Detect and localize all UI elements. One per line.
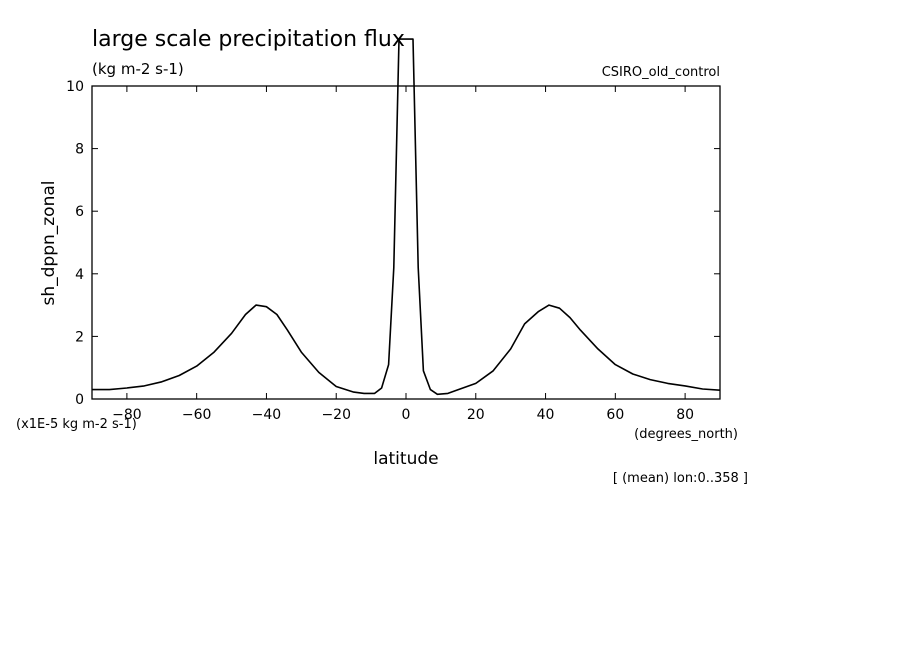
- series-line: [92, 38, 720, 396]
- y-tick-label: 0: [75, 392, 84, 408]
- dataset-label: CSIRO_old_control: [602, 65, 720, 80]
- y-units-label: (x1E-5 kg m-2 s-1): [16, 417, 137, 432]
- x-units-label: (degrees_north): [634, 427, 738, 442]
- x-tick-label: 80: [676, 407, 694, 423]
- x-axis-label: latitude: [373, 449, 438, 469]
- y-tick-label: 10: [66, 79, 84, 95]
- x-tick-label: −20: [321, 407, 351, 423]
- x-tick-label: 60: [606, 407, 624, 423]
- y-axis-label: sh_dppn_zonal: [39, 180, 59, 305]
- y-tick-label: 2: [75, 329, 84, 345]
- chart-subtitle: (kg m-2 s-1): [92, 60, 184, 78]
- x-tick-label: −80: [112, 407, 142, 423]
- y-tick-label: 8: [75, 142, 84, 158]
- footnote: [ (mean) lon:0..358 ]: [613, 471, 748, 486]
- x-tick-label: 20: [467, 407, 485, 423]
- y-tick-label: 4: [75, 267, 84, 283]
- x-tick-label: 0: [402, 407, 411, 423]
- x-tick-label: −60: [182, 407, 212, 423]
- y-axis: 0 2 4 6 8 10: [66, 79, 720, 408]
- y-tick-label: 6: [75, 204, 84, 220]
- plot-frame: [91, 85, 721, 400]
- chart-title: large scale precipitation flux: [92, 27, 405, 52]
- x-tick-label: 40: [537, 407, 555, 423]
- x-tick-label: −40: [252, 407, 282, 423]
- x-axis: −80 −60 −40 −20 0 20 40 60 80: [112, 86, 694, 423]
